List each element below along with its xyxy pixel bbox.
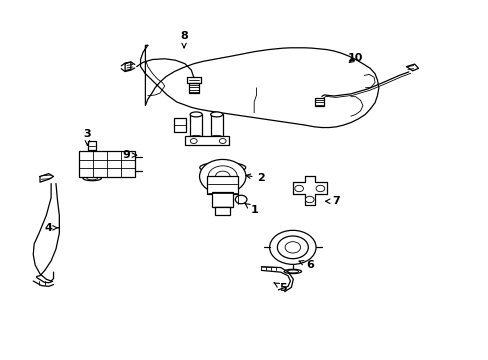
Circle shape: [305, 196, 313, 203]
Circle shape: [233, 165, 241, 170]
Bar: [215, 207, 229, 215]
Circle shape: [204, 165, 212, 170]
Ellipse shape: [83, 176, 101, 181]
Text: 7: 7: [325, 196, 340, 206]
Bar: [188, 82, 198, 93]
Text: 2: 2: [245, 173, 265, 183]
Text: 4: 4: [45, 223, 58, 233]
Ellipse shape: [200, 162, 245, 173]
Circle shape: [294, 185, 303, 192]
Bar: [174, 118, 186, 132]
Bar: [207, 176, 238, 194]
Bar: [189, 114, 202, 138]
Circle shape: [269, 230, 315, 264]
Text: 5: 5: [273, 283, 286, 293]
Bar: [212, 192, 233, 207]
Text: 8: 8: [180, 31, 187, 48]
Bar: [184, 136, 228, 145]
Text: 1: 1: [244, 203, 258, 215]
Text: 3: 3: [83, 129, 91, 145]
Bar: [210, 114, 223, 138]
Text: 9: 9: [122, 150, 136, 160]
Bar: [79, 151, 134, 177]
Ellipse shape: [190, 112, 202, 117]
Bar: [88, 141, 96, 150]
Ellipse shape: [284, 269, 301, 274]
Circle shape: [277, 236, 308, 259]
Circle shape: [199, 159, 245, 193]
Circle shape: [315, 185, 324, 192]
Circle shape: [190, 139, 197, 144]
Text: 6: 6: [299, 260, 313, 270]
Ellipse shape: [210, 112, 223, 117]
Circle shape: [219, 139, 225, 144]
Text: 10: 10: [347, 53, 363, 63]
Circle shape: [235, 195, 246, 204]
Bar: [314, 98, 324, 105]
